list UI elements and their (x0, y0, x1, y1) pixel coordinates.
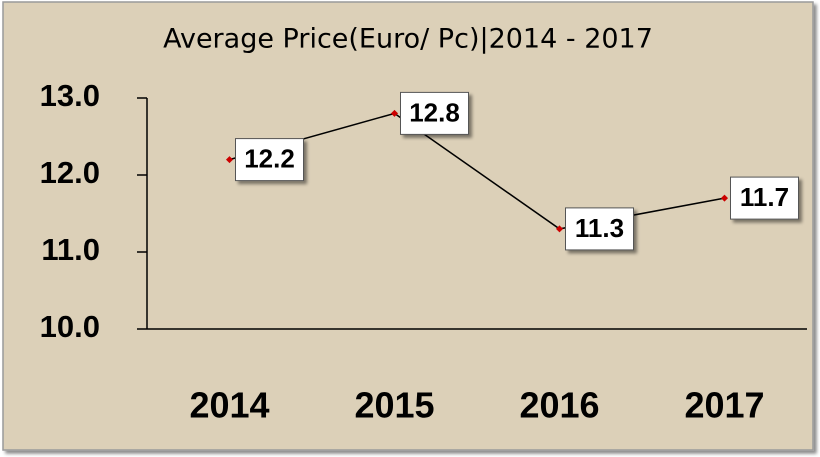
marker (390, 109, 399, 117)
x-tick-label: 2017 (684, 385, 764, 426)
marker (555, 225, 564, 233)
data-label: 12.2 (244, 143, 295, 173)
x-tick-label: 2016 (519, 385, 599, 426)
y-tick-label: 12.0 (40, 155, 100, 190)
x-tick-label: 2014 (189, 385, 269, 426)
data-label: 12.8 (409, 97, 460, 127)
data-label-box (235, 138, 304, 182)
x-tick-label: 2015 (354, 385, 434, 426)
y-tick-label: 11.0 (41, 232, 100, 267)
data-label: 11.7 (740, 182, 789, 212)
marker (225, 156, 234, 164)
data-label: 11.3 (575, 213, 624, 243)
y-tick-label: 13.0 (40, 78, 100, 113)
data-label-box (400, 91, 469, 135)
data-line (229, 112, 725, 230)
data-label-box (565, 207, 634, 251)
chart-title: Average Price(Euro/ Pc)|2014 - 2017 (163, 24, 653, 55)
y-tick-label: 10.0 (40, 309, 100, 344)
data-label-box (730, 176, 799, 220)
chart-background (2, 1, 814, 451)
marker (720, 194, 729, 202)
